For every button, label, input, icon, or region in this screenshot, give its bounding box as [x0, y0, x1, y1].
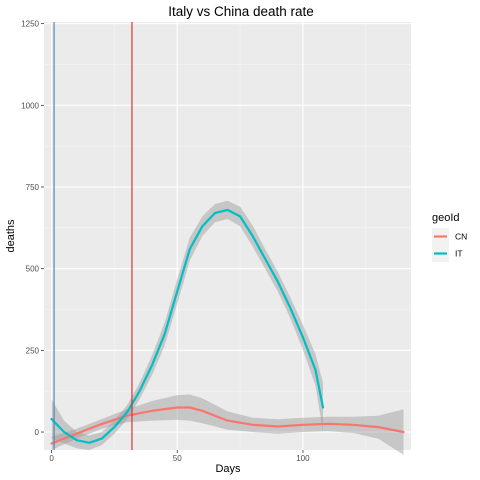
confidence-bands: [51, 200, 404, 455]
x-axis-title: Days: [215, 463, 241, 475]
grid: [44, 22, 411, 450]
y-tick-label: 750: [26, 183, 40, 192]
y-axis: 0 250 500 750 1000 1250: [21, 20, 44, 437]
y-axis-title: deaths: [5, 219, 17, 253]
series-lines: [50, 208, 405, 445]
x-tick-label: 50: [173, 454, 182, 463]
series-line-cn: [50, 406, 405, 445]
legend-item-it: IT: [432, 245, 463, 262]
y-tick-label: 500: [26, 265, 40, 274]
vertical-lines: [53, 22, 133, 450]
y-tick-label: 0: [35, 428, 40, 437]
y-tick-label: 250: [26, 346, 40, 355]
legend: geoId CN IT: [432, 212, 467, 262]
x-tick-label: 100: [296, 454, 310, 463]
legend-label-it: IT: [455, 249, 463, 259]
legend-item-cn: CN: [432, 228, 467, 245]
x-axis: 0 50 100: [49, 450, 310, 463]
y-tick-label: 1250: [21, 20, 39, 29]
x-tick-label: 0: [49, 454, 54, 463]
legend-title: geoId: [432, 212, 460, 224]
confidence-band-it: [51, 200, 323, 450]
chart-title: Italy vs China death rate: [168, 4, 314, 19]
legend-label-cn: CN: [455, 232, 467, 242]
series-line-it: [50, 208, 325, 444]
y-tick-label: 1000: [21, 101, 39, 110]
plot-panel: [44, 22, 411, 450]
confidence-band-cn: [51, 394, 404, 455]
